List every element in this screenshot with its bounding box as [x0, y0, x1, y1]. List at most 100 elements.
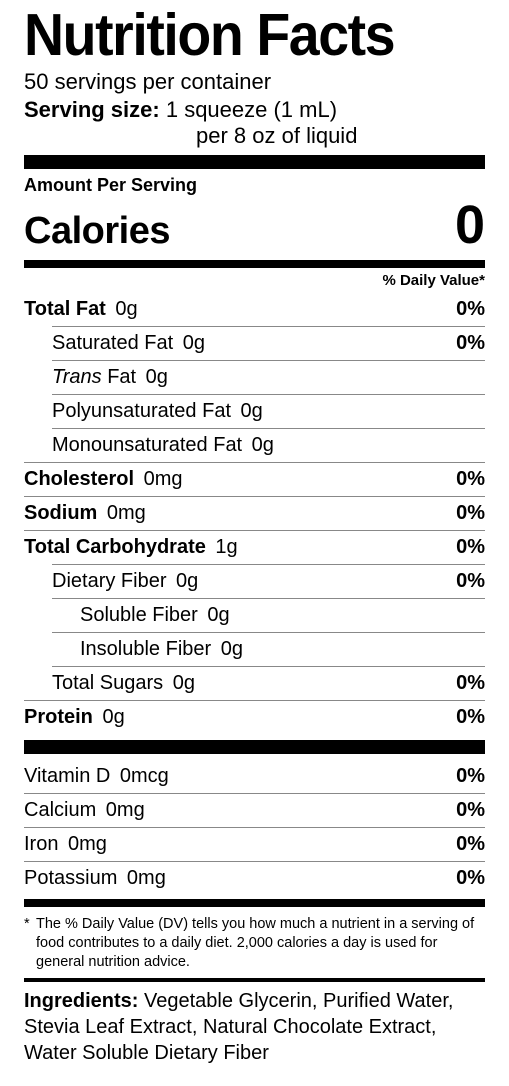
nutrient-name-cell: Monounsaturated Fat 0g — [52, 433, 274, 458]
vitamin-row: Potassium 0mg 0% — [24, 861, 485, 895]
vitamin-daily-value: 0% — [456, 866, 485, 891]
nutrient-amount: 0g — [221, 638, 243, 660]
nutrient-amount: 0g — [110, 298, 138, 320]
vitamin-amount: 0mg — [121, 867, 165, 889]
vitamin-daily-value: 0% — [456, 798, 485, 823]
vitamin-name: Iron — [24, 833, 58, 855]
vitamin-name-cell: Potassium 0mg — [24, 866, 166, 891]
amount-per-serving: Amount Per Serving — [24, 175, 485, 196]
nutrient-name: Insoluble Fiber — [80, 638, 217, 660]
nutrient-name: Total Carbohydrate — [24, 536, 206, 558]
nutrient-name: Soluble Fiber — [80, 604, 198, 626]
nutrient-name-cell: Insoluble Fiber 0g — [52, 637, 243, 662]
nutrient-amount: 0g — [140, 366, 168, 388]
vitamin-row: Vitamin D 0mcg 0% — [24, 760, 485, 793]
vitamin-name-cell: Iron 0mg — [24, 832, 107, 857]
nutrient-name-cell: Saturated Fat 0g — [52, 331, 205, 356]
nutrients-main-table: Total Fat 0g 0% Saturated Fat 0g 0% Trans Fa… — [24, 293, 485, 734]
nutrient-row: Total Carbohydrate 1g 0% — [24, 530, 485, 564]
nutrient-name-cell: Protein 0g — [24, 705, 125, 730]
nutrient-amount: 0mg — [101, 502, 145, 524]
nutrient-row: Total Fat 0g 0% — [24, 293, 485, 326]
footnote-text: The % Daily Value (DV) tells you how muc… — [36, 915, 485, 972]
nutrient-name: Saturated Fat — [52, 332, 173, 354]
serving-size-value-1: 1 squeeze (1 mL) — [166, 97, 337, 122]
nutrient-name-cell: Cholesterol 0mg — [24, 467, 183, 492]
nutrient-row: Polyunsaturated Fat 0g — [52, 394, 485, 428]
divider-thick — [24, 740, 485, 754]
vitamin-amount: 0mg — [100, 799, 144, 821]
calories-label: Calories — [24, 210, 170, 253]
nutrient-amount: 0g — [202, 604, 230, 626]
nutrient-name-cell: Total Sugars 0g — [52, 671, 195, 696]
nutrient-name: Monounsaturated Fat — [52, 434, 242, 456]
vitamin-name-cell: Calcium 0mg — [24, 798, 145, 823]
nutrition-facts-panel: Nutrition Facts 50 servings per containe… — [0, 0, 509, 1086]
servings-per-container: 50 servings per container — [24, 69, 485, 95]
nutrient-amount: 1g — [210, 536, 238, 558]
divider-medium — [24, 899, 485, 907]
vitamin-daily-value: 0% — [456, 832, 485, 857]
nutrient-name-cell: Trans Fat 0g — [52, 365, 168, 390]
nutrient-name: Sodium — [24, 502, 97, 524]
calories-value: 0 — [455, 194, 485, 256]
nutrient-row: Cholesterol 0mg 0% — [24, 462, 485, 496]
nutrient-daily-value: 0% — [456, 535, 485, 560]
nutrient-daily-value: 0% — [456, 501, 485, 526]
vitamin-name-cell: Vitamin D 0mcg — [24, 764, 169, 789]
nutrient-amount: 0g — [177, 332, 205, 354]
panel-title: Nutrition Facts — [24, 6, 457, 65]
ingredients-label: Ingredients: — [24, 990, 138, 1012]
divider-thick — [24, 155, 485, 169]
nutrient-daily-value: 0% — [456, 569, 485, 594]
vitamin-name: Vitamin D — [24, 765, 110, 787]
nutrient-row: Total Sugars 0g 0% — [52, 666, 485, 700]
nutrient-row: Trans Fat 0g — [52, 360, 485, 394]
nutrient-amount: 0g — [170, 570, 198, 592]
nutrient-amount: 0g — [167, 672, 195, 694]
daily-value-footnote: * The % Daily Value (DV) tells you how m… — [24, 911, 485, 974]
nutrient-daily-value: 0% — [456, 331, 485, 356]
nutrient-daily-value: 0% — [456, 671, 485, 696]
footnote-star: * — [24, 915, 36, 972]
nutrient-name-cell: Total Fat 0g — [24, 297, 138, 322]
nutrient-daily-value: 0% — [456, 297, 485, 322]
nutrient-row: Insoluble Fiber 0g — [52, 632, 485, 666]
serving-size-label: Serving size: — [24, 97, 160, 122]
nutrient-daily-value: 0% — [456, 705, 485, 730]
nutrient-name: Polyunsaturated Fat — [52, 400, 231, 422]
nutrient-row: Saturated Fat 0g 0% — [52, 326, 485, 360]
nutrient-row: Sodium 0mg 0% — [24, 496, 485, 530]
divider-medium — [24, 260, 485, 268]
nutrients-vitamins-table: Vitamin D 0mcg0%Calcium 0mg0%Iron 0mg0%P… — [24, 760, 485, 895]
nutrient-amount: 0g — [246, 434, 274, 456]
nutrient-amount: 0g — [235, 400, 263, 422]
nutrient-name-cell: Total Carbohydrate 1g — [24, 535, 238, 560]
nutrient-row: Soluble Fiber 0g — [52, 598, 485, 632]
vitamin-row: Iron 0mg 0% — [24, 827, 485, 861]
ingredients: Ingredients: Vegetable Glycerin, Purifie… — [24, 988, 485, 1066]
nutrient-name: Total Sugars — [52, 672, 163, 694]
serving-size: Serving size: 1 squeeze (1 mL) — [24, 97, 485, 123]
calories-row: Calories 0 — [24, 194, 485, 256]
nutrient-row: Monounsaturated Fat 0g — [52, 428, 485, 462]
vitamin-name: Calcium — [24, 799, 96, 821]
nutrient-name-cell: Dietary Fiber 0g — [52, 569, 198, 594]
divider-thin — [24, 978, 485, 982]
nutrient-row: Protein 0g 0% — [24, 700, 485, 734]
vitamin-amount: 0mcg — [114, 765, 168, 787]
daily-value-header: % Daily Value* — [24, 272, 485, 289]
nutrient-amount: 0mg — [138, 468, 182, 490]
vitamin-amount: 0mg — [62, 833, 106, 855]
vitamin-name: Potassium — [24, 867, 117, 889]
nutrient-amount: 0g — [97, 706, 125, 728]
nutrient-name-cell: Soluble Fiber 0g — [52, 603, 230, 628]
vitamin-row: Calcium 0mg 0% — [24, 793, 485, 827]
vitamin-daily-value: 0% — [456, 764, 485, 789]
serving-size-value-2: per 8 oz of liquid — [24, 123, 485, 149]
nutrient-name: Cholesterol — [24, 468, 134, 490]
nutrient-name: Trans Fat — [52, 366, 136, 388]
nutrient-name: Dietary Fiber — [52, 570, 166, 592]
nutrient-daily-value: 0% — [456, 467, 485, 492]
nutrient-name-cell: Sodium 0mg — [24, 501, 146, 526]
